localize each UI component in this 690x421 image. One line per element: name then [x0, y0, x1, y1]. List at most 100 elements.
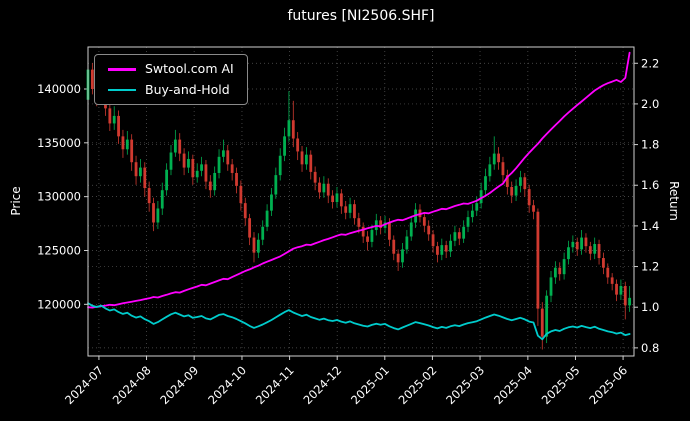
candle-body [217, 156, 221, 173]
candle-body [344, 206, 348, 213]
candle-body [422, 217, 426, 226]
candle-body [501, 162, 505, 176]
candle-body [156, 208, 160, 223]
candle-body [623, 286, 627, 306]
candle-body [497, 153, 500, 163]
candle-body [178, 139, 182, 154]
buy-and-hold-line-swatch [108, 88, 136, 91]
candle-body [270, 194, 273, 211]
candle-body [296, 138, 300, 152]
x-tick-label: 2024-11 [253, 363, 297, 407]
return-tick-label: 1.6 [641, 178, 659, 192]
candle-body [318, 182, 321, 193]
candle-body [536, 211, 540, 309]
candle-body [261, 226, 265, 240]
candle-body [204, 164, 208, 182]
price-tick-label: 140000 [37, 82, 81, 96]
candle-body [331, 195, 335, 203]
candle-body [540, 308, 544, 337]
candle-body [191, 158, 195, 178]
candle-body [387, 222, 391, 240]
candle-body [597, 244, 601, 259]
candle-body [366, 236, 369, 242]
candle-body [143, 167, 147, 189]
candle-body [479, 190, 483, 204]
candle-body [606, 267, 610, 278]
candle-body [274, 175, 278, 195]
candle-body [584, 237, 588, 247]
candle-body [147, 188, 151, 204]
ai-legend-label: Swtool.com AI [145, 61, 234, 76]
candle-body [475, 203, 479, 211]
candle-body [309, 154, 313, 172]
return-axis-label: Return [667, 181, 681, 221]
candle-body [134, 162, 138, 177]
candle-body [449, 240, 452, 252]
candle-body [553, 267, 557, 278]
candle-body [405, 236, 409, 250]
candle-body [628, 297, 632, 306]
plot-border [87, 46, 635, 357]
return-tick-label: 0.8 [641, 341, 659, 355]
buy-and-hold-line [87, 302, 631, 341]
candle-body [444, 245, 448, 252]
candle-body [615, 283, 618, 295]
candle-body [593, 244, 597, 254]
candle-body [575, 241, 579, 250]
chart-title: futures [NI2506.SHF] [287, 8, 435, 24]
price-axis-label: Price [9, 186, 23, 216]
candle-body [519, 177, 522, 186]
candle-body [353, 204, 356, 219]
candle-body [256, 239, 260, 253]
candle-body [235, 172, 238, 186]
candle-body [300, 151, 304, 165]
candle-body [514, 185, 518, 196]
candle-body [370, 230, 374, 242]
candle-body [567, 247, 570, 260]
candle-body [510, 186, 514, 196]
candle-body [313, 171, 317, 183]
candle-body [470, 210, 474, 218]
x-tick-label: 2024-07 [62, 363, 106, 407]
x-tick-label: 2025-02 [396, 363, 440, 407]
return-tick-label: 1.4 [641, 219, 659, 233]
candle-body [545, 295, 549, 337]
candle-body [322, 183, 326, 193]
candle-body [243, 203, 247, 219]
price-tick-label: 130000 [37, 190, 81, 204]
candle-body [187, 158, 190, 168]
candle-body [239, 185, 243, 204]
candle-body [139, 167, 142, 177]
candle-body [182, 153, 186, 168]
candle-body [335, 193, 339, 203]
ai-return-line [87, 51, 631, 309]
candle-body [427, 225, 431, 235]
candle-body [484, 176, 487, 191]
x-tick-label: 2025-05 [539, 363, 583, 407]
candle-body [252, 237, 256, 253]
candle-body [90, 69, 94, 89]
candle-body [283, 136, 286, 156]
x-tick-label: 2025-03 [443, 363, 487, 407]
candle-body [505, 175, 509, 187]
x-tick-label: 2025-06 [586, 363, 630, 407]
candle-body [278, 155, 282, 176]
candle-body [396, 253, 400, 263]
candle-body [130, 139, 134, 163]
candle-body [248, 218, 252, 238]
x-tick-label: 2024-08 [110, 363, 154, 407]
candle-body [392, 239, 396, 254]
candle-body [409, 222, 413, 237]
x-tick-label: 2025-01 [348, 363, 392, 407]
candle-body [222, 150, 225, 157]
candle-body [165, 169, 169, 191]
candle-body [112, 115, 116, 124]
candle-body [610, 277, 614, 284]
legend-item-buy-and-hold: Buy-and-Hold [108, 83, 234, 97]
ai-line-swatch [108, 68, 136, 71]
candle-body [488, 164, 492, 177]
candle-body [226, 150, 230, 165]
candle-body [287, 120, 291, 137]
candle-body [558, 267, 562, 275]
